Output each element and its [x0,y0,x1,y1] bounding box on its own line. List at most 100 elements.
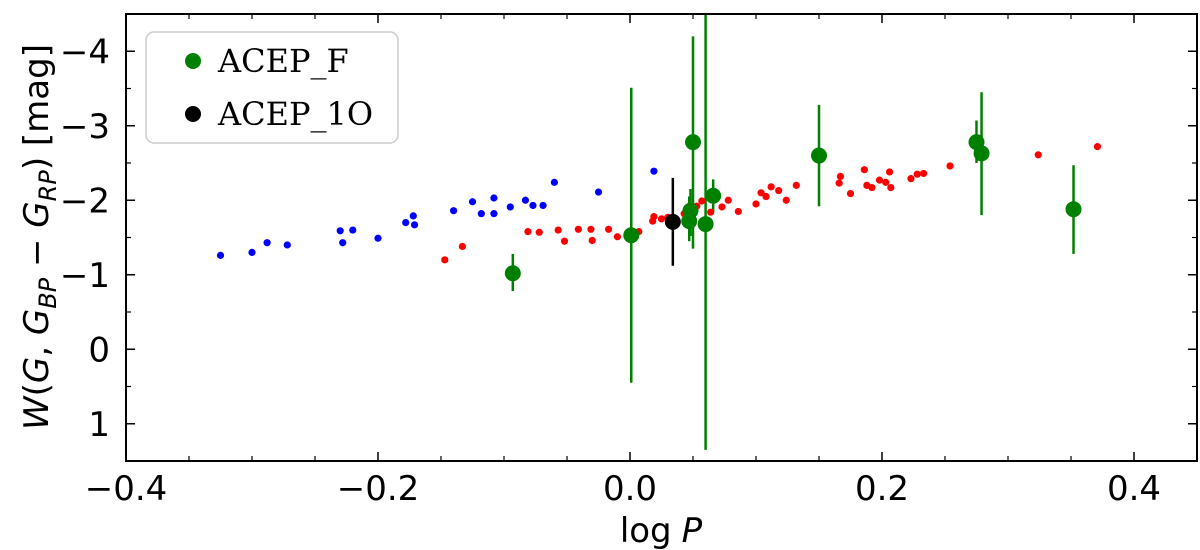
data-point-red-stars [588,236,596,245]
data-point-red-stars [767,183,775,191]
data-point-blue-stars [490,210,498,218]
data-point-red-stars [535,228,543,236]
data-point-red-stars [657,215,666,223]
data-point-acep-f [811,147,827,164]
small-data-points [216,143,1102,264]
data-point-red-stars [707,208,715,216]
x-tick-labels: −0.4 −0.2 0.0 0.2 0.4 [85,469,1161,509]
data-point-red-stars [554,226,562,234]
data-point-blue-stars [594,188,603,196]
data-point-red-stars [560,237,569,245]
data-point-blue-stars [248,248,256,256]
data-point-acep-f [1065,201,1082,218]
data-point-blue-stars [521,196,530,204]
legend-box [145,31,399,144]
data-point-acep-f [685,134,701,151]
data-point-red-stars [613,233,622,241]
data-point-red-stars [1093,143,1102,151]
data-point-red-stars [441,256,449,264]
legend-marker-acep-1o [185,106,201,122]
data-point-blue-stars [349,226,357,234]
data-point-blue-stars [410,221,419,229]
legend-marker-acep-f [185,53,201,69]
data-point-blue-stars [550,178,559,186]
axis-ticks [125,13,1198,462]
data-point-red-stars [835,179,843,187]
data-point-red-stars [919,169,928,178]
data-point-acep-f [973,145,990,162]
data-point-blue-stars [539,201,547,210]
data-point-red-stars [875,176,884,184]
data-point-red-stars [1034,151,1042,159]
x-axis-label-italic: P [682,511,703,550]
data-point-blue-stars [529,201,537,210]
data-point-red-stars [587,225,595,233]
data-point-blue-stars [490,194,498,202]
legend-label-acep-1o: ACEP_1O [217,95,373,133]
x-axis-label-main: log [620,511,672,550]
data-point-red-stars [882,178,890,186]
data-point-red-stars [868,183,876,192]
data-point-blue-stars [477,210,485,218]
x-tick-label: 0.4 [1107,469,1161,509]
error-bars [511,14,1075,450]
data-point-red-stars [775,186,783,195]
data-point-red-stars [946,162,954,170]
data-point-blue-stars [374,234,382,242]
y-tick-label: 0 [88,330,110,370]
data-point-red-stars [604,225,613,233]
data-point-red-stars [887,183,895,192]
data-point-blue-stars [402,219,410,227]
data-point-red-stars [757,189,765,197]
data-point-blue-stars [339,239,347,247]
data-point-blue-stars [216,251,225,259]
data-point-blue-stars [468,198,477,206]
y-tick-label: −3 [60,107,110,147]
x-tick-label: 0.2 [855,469,909,509]
data-point-red-stars [782,196,790,204]
data-point-blue-stars [263,239,271,247]
data-point-red-stars [698,197,706,205]
data-point-red-stars [574,225,582,233]
legend: ACEP_F ACEP_1O [145,31,399,144]
data-point-red-stars [718,203,726,211]
data-point-red-stars [836,172,845,181]
y-axis-label: W(G, GBP − GRP) [mag] [17,44,62,430]
data-point-acep-f [705,187,722,204]
x-tick-label: 0.0 [603,469,657,509]
y-tick-labels: −4 −3 −2 −1 0 1 [60,32,110,445]
x-axis-label: log P [620,511,703,550]
data-point-acep-f [504,265,521,282]
data-point-red-stars [752,200,760,208]
y-tick-label: 1 [88,405,110,445]
data-point-red-stars [907,175,915,183]
data-point-red-stars [724,196,732,204]
data-point-acep-f [682,202,699,219]
data-point-acep-1o [664,213,681,230]
x-tick-label: −0.4 [85,469,168,509]
y-tick-label: −4 [60,32,110,72]
data-point-blue-stars [336,227,344,235]
y-tick-label: −1 [60,256,110,296]
data-point-red-stars [734,207,742,216]
data-point-red-stars [524,227,532,236]
data-point-acep-f [697,216,714,233]
data-point-blue-stars [283,241,291,249]
data-point-red-stars [913,170,921,178]
data-point-red-stars [762,192,770,201]
data-point-red-stars [885,168,894,176]
y-tick-label: −2 [60,181,110,221]
large-data-points [504,134,1082,282]
data-point-red-stars [458,242,467,251]
x-tick-label: −0.2 [337,469,420,509]
data-point-red-stars [792,181,800,189]
data-point-red-stars [650,213,658,221]
legend-label-acep-f: ACEP_F [217,42,349,80]
data-point-acep-f [623,227,640,244]
data-point-blue-stars [506,203,514,211]
data-point-blue-stars [450,207,458,215]
data-point-red-stars [860,166,868,174]
data-point-red-stars [846,189,855,198]
data-point-blue-stars [409,212,417,220]
